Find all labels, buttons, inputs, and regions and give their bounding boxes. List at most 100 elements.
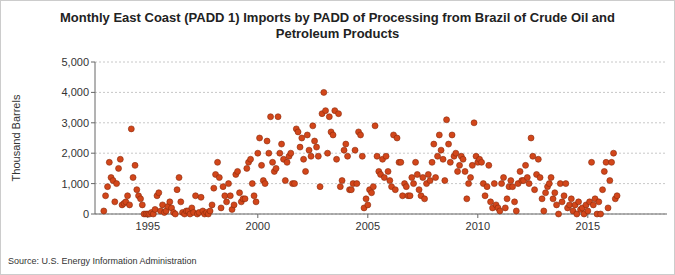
point (609, 159, 615, 165)
point (268, 114, 274, 120)
point (125, 193, 131, 199)
y-tick (91, 122, 95, 123)
point (416, 187, 422, 193)
point (370, 184, 376, 190)
point (539, 196, 545, 202)
point (559, 199, 565, 205)
grid-line (95, 183, 667, 184)
point (374, 153, 380, 159)
point (369, 190, 375, 196)
point (530, 153, 536, 159)
point (499, 181, 505, 187)
x-tick (587, 214, 588, 218)
point (394, 135, 400, 141)
point (101, 208, 107, 214)
point (178, 199, 184, 205)
point (116, 165, 122, 171)
point (237, 190, 243, 196)
y-tick (91, 92, 95, 93)
point (312, 138, 318, 144)
point (446, 141, 452, 147)
point (381, 175, 387, 181)
point (279, 141, 285, 147)
point (442, 178, 448, 184)
point (372, 123, 378, 129)
x-tick-label: 2000 (246, 220, 270, 232)
point (407, 193, 413, 199)
point (259, 162, 265, 168)
grid-line (95, 122, 667, 123)
point (215, 159, 221, 165)
point (440, 156, 446, 162)
point (468, 175, 474, 181)
point (491, 181, 497, 187)
point (596, 199, 602, 205)
point (222, 193, 228, 199)
point (561, 193, 567, 199)
point (567, 202, 573, 208)
point (526, 181, 532, 187)
title-line: Petroleum Products (276, 26, 400, 41)
point (220, 184, 226, 190)
point (317, 184, 323, 190)
point (488, 199, 494, 205)
title: Monthly East Coast (PADD 1) Imports by P… (60, 10, 615, 41)
point (541, 208, 547, 214)
point (106, 159, 112, 165)
y-tick-label: 5,000 (61, 56, 89, 68)
point (156, 190, 162, 196)
point (130, 175, 136, 181)
point (211, 185, 217, 191)
point (453, 150, 459, 156)
point (403, 184, 409, 190)
point (563, 181, 569, 187)
point (431, 141, 437, 147)
point (174, 187, 180, 193)
point (435, 153, 441, 159)
point (462, 168, 468, 174)
point (543, 190, 549, 196)
y-axis-label: Thousand Barrels (10, 94, 22, 181)
point (482, 193, 488, 199)
point (323, 108, 329, 114)
point (517, 168, 523, 174)
point (497, 208, 503, 214)
point (306, 147, 312, 153)
point (336, 111, 342, 117)
point (387, 178, 393, 184)
y-tick-label: 0 (83, 208, 89, 220)
point (614, 193, 620, 199)
point (207, 208, 213, 214)
point (226, 181, 232, 187)
point (273, 165, 279, 171)
point (607, 178, 613, 184)
point (242, 196, 248, 202)
point (266, 150, 272, 156)
point (105, 184, 111, 190)
point (348, 187, 354, 193)
point (103, 193, 109, 199)
point (598, 211, 604, 217)
point (589, 159, 595, 165)
point (209, 202, 215, 208)
point (425, 171, 431, 177)
background (1, 1, 675, 275)
point (444, 117, 450, 123)
grid-line (95, 62, 667, 63)
point (354, 181, 360, 187)
point (554, 202, 560, 208)
grid-line (95, 153, 667, 154)
point (218, 205, 224, 211)
y-tick (91, 62, 95, 63)
point (282, 178, 288, 184)
point (513, 208, 519, 214)
point (457, 162, 463, 168)
point (341, 147, 347, 153)
point (326, 114, 332, 120)
point (216, 175, 222, 181)
point (315, 153, 321, 159)
title-line: Monthly East Coast (PADD 1) Imports by P… (60, 10, 615, 25)
point (114, 181, 120, 187)
point (590, 202, 596, 208)
x-tick-label: 2005 (356, 220, 380, 232)
